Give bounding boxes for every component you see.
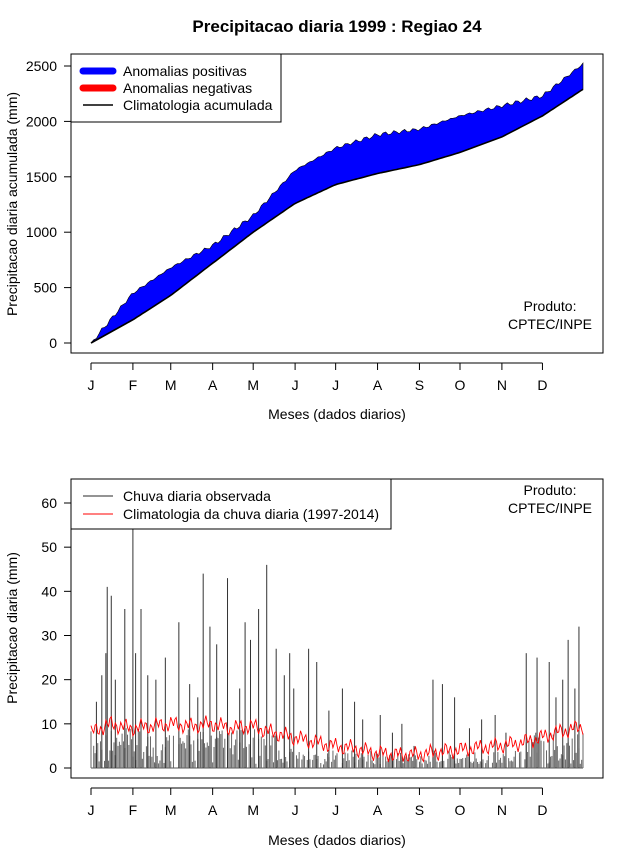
bottom-x-tick-label: S	[415, 802, 424, 818]
legend-label-negative: Anomalias negativas	[123, 80, 252, 96]
top-y-tick-label: 1500	[26, 169, 57, 185]
bottom-y-tick-label: 40	[41, 583, 57, 599]
bottom-x-tick-label: J	[292, 802, 299, 818]
top-y-axis: 0 500 1000 1500 2000 2500	[26, 58, 72, 351]
top-x-tick-label: A	[208, 377, 218, 393]
bottom-y-tick-label: 0	[49, 760, 57, 776]
legend-label-observed: Chuva diaria observada	[123, 488, 271, 504]
legend-label-positive: Anomalias positivas	[123, 63, 247, 79]
legend-label-climatology: Climatologia acumulada	[123, 97, 273, 113]
top-credit-line2: CPTEC/INPE	[508, 316, 592, 332]
bottom-y-tick-label: 30	[41, 628, 57, 644]
top-chart: 0 500 1000 1500 2000 2500 J F M A M J J A S O N D Precip…	[4, 53, 604, 422]
bottom-y-tick-label: 20	[41, 672, 57, 688]
bottom-x-tick-label: N	[497, 802, 507, 818]
bottom-x-tick-label: D	[537, 802, 547, 818]
bottom-legend-box	[70, 478, 392, 530]
top-y-tick-label: 2500	[26, 58, 57, 74]
top-legend: Anomalias positivas Anomalias negativas …	[70, 53, 282, 123]
chart-title: Precipitacao diaria 1999 : Regiao 24	[192, 17, 482, 36]
top-x-tick-label: O	[455, 377, 466, 393]
bottom-x-tick-label: M	[247, 802, 259, 818]
bottom-y-tick-label: 10	[41, 716, 57, 732]
top-credit-line1: Produto:	[524, 298, 577, 314]
top-y-tick-label: 1000	[26, 224, 57, 240]
top-x-tick-label: M	[165, 377, 177, 393]
top-y-tick-label: 500	[34, 280, 58, 296]
bottom-y-label: Precipitacao diaria (mm)	[4, 552, 20, 704]
top-x-tick-label: A	[373, 377, 383, 393]
top-x-tick-label: J	[88, 377, 95, 393]
top-y-tick-label: 0	[49, 335, 57, 351]
bottom-x-tick-label: M	[165, 802, 177, 818]
top-x-tick-label: F	[129, 377, 138, 393]
bottom-y-tick-label: 60	[41, 495, 57, 511]
top-x-tick-label: J	[292, 377, 299, 393]
bottom-x-tick-label: A	[373, 802, 383, 818]
top-y-label: Precipitacao diaria acumulada (mm)	[4, 92, 20, 316]
bottom-plot-area	[90, 503, 584, 769]
top-y-tick-label: 2000	[26, 113, 57, 129]
bottom-x-tick-label: J	[332, 802, 339, 818]
top-x-tick-label: D	[537, 377, 547, 393]
climatology-daily-line	[90, 715, 584, 763]
bottom-x-tick-label: J	[88, 802, 95, 818]
top-x-tick-label: S	[415, 377, 424, 393]
legend-label-climatology-daily: Climatologia da chuva diaria (1997-2014)	[123, 506, 379, 522]
bottom-x-label: Meses (dados diarios)	[268, 832, 406, 848]
top-plot-area	[90, 62, 584, 344]
top-x-tick-label: J	[332, 377, 339, 393]
bottom-x-tick-label: O	[455, 802, 466, 818]
bottom-x-tick-label: F	[129, 802, 138, 818]
bottom-chart: 0 10 20 30 40 50 60 J F M A M J J A S O N D Precipitacao …	[4, 478, 604, 848]
bottom-y-axis: 0 10 20 30 40 50 60	[41, 495, 72, 776]
bottom-x-tick-label: A	[208, 802, 218, 818]
bottom-y-tick-label: 50	[41, 539, 57, 555]
top-x-tick-label: M	[247, 377, 259, 393]
bottom-legend: Chuva diaria observada Climatologia da c…	[70, 478, 392, 530]
bottom-credit-line1: Produto:	[524, 482, 577, 498]
bottom-credit-line2: CPTEC/INPE	[508, 500, 592, 516]
top-x-tick-label: N	[497, 377, 507, 393]
climatology-cumulative-line	[90, 88, 584, 344]
top-x-label: Meses (dados diarios)	[268, 406, 406, 422]
